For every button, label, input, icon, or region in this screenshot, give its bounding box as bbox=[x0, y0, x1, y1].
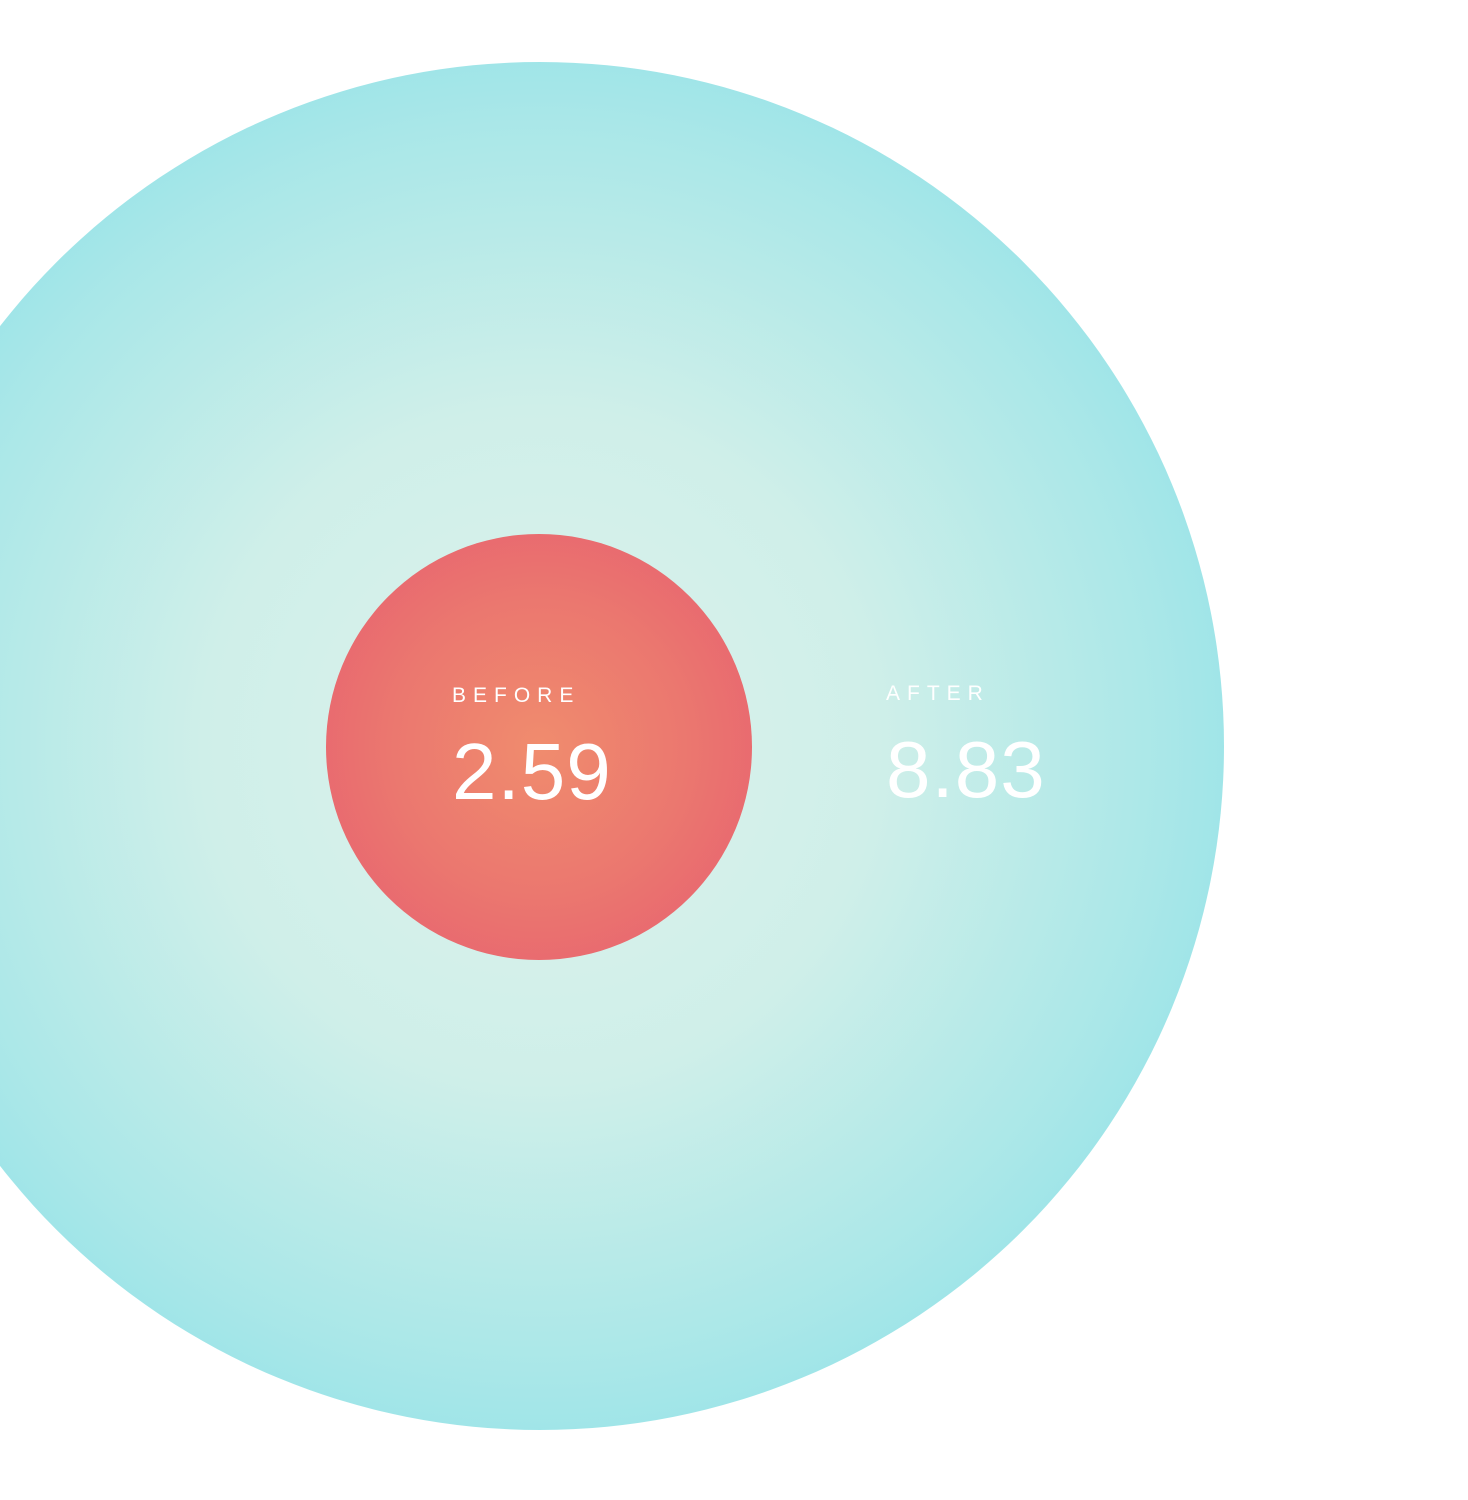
before-circle bbox=[326, 534, 752, 960]
before-metric: BEFORE 2.59 bbox=[452, 684, 612, 812]
before-label: BEFORE bbox=[452, 684, 581, 707]
before-value: 2.59 bbox=[452, 727, 612, 816]
after-value: 8.83 bbox=[886, 725, 1046, 814]
after-metric: AFTER 8.83 bbox=[886, 682, 1046, 810]
after-label: AFTER bbox=[886, 682, 990, 705]
